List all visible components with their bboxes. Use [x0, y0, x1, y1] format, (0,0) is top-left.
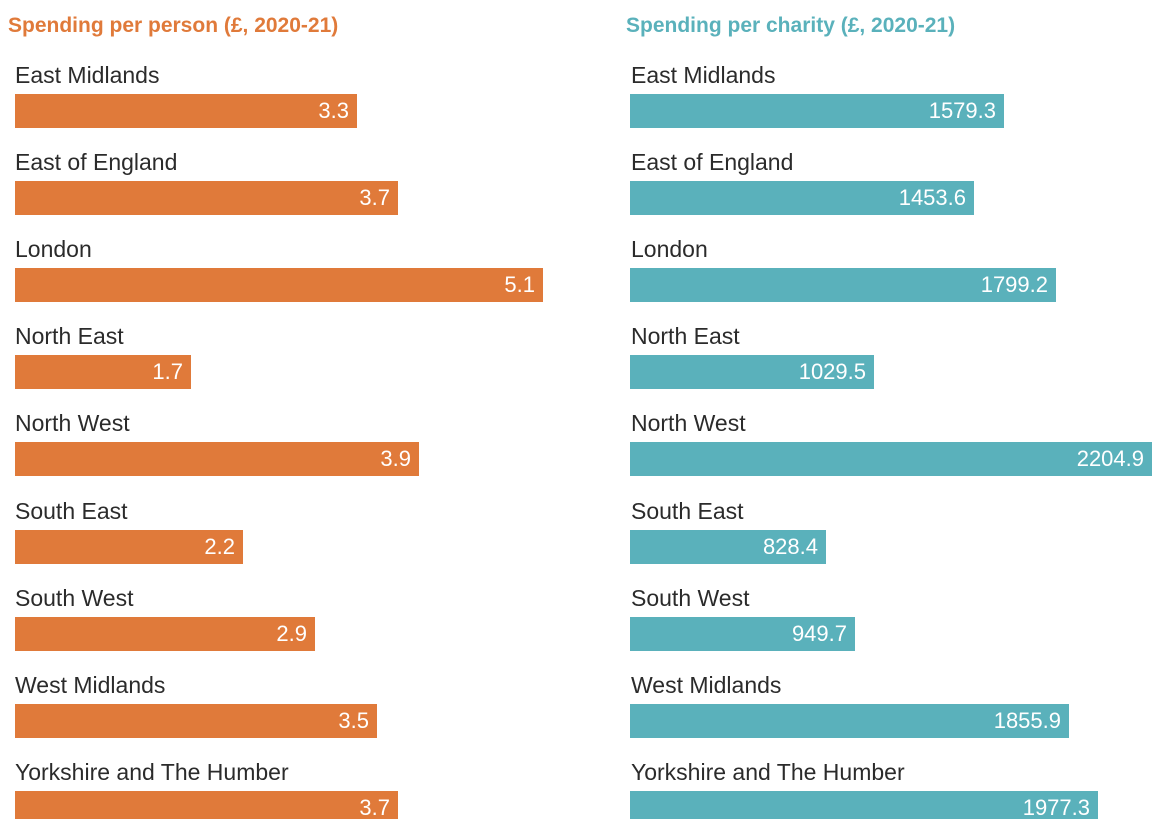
- value-label: 1029.5: [798, 359, 866, 384]
- bar: [15, 181, 398, 215]
- category-label: East of England: [15, 149, 178, 175]
- bar: [630, 268, 1056, 302]
- value-label: 3.3: [318, 98, 349, 123]
- value-label: 3.7: [359, 185, 390, 210]
- bar: [630, 442, 1152, 476]
- category-label: Yorkshire and The Humber: [631, 759, 905, 785]
- bar: [15, 268, 543, 302]
- value-label: 3.7: [359, 795, 390, 819]
- category-label: South East: [15, 498, 128, 524]
- chart-spending-per-charity: Spending per charity (£, 2020-21) East M…: [616, 0, 1152, 819]
- bar: [15, 530, 243, 564]
- value-label: 949.7: [791, 621, 847, 646]
- category-label: East Midlands: [631, 62, 776, 88]
- value-label: 5.1: [504, 272, 535, 297]
- bar: [630, 530, 826, 564]
- bar: [630, 704, 1069, 738]
- value-label: 1855.9: [993, 708, 1061, 733]
- category-label: North West: [15, 410, 130, 436]
- value-label: 2.2: [204, 534, 235, 559]
- bar: [630, 617, 855, 651]
- category-label: London: [631, 236, 708, 262]
- value-label: 828.4: [762, 534, 818, 559]
- category-label: East of England: [631, 149, 794, 175]
- category-label: Yorkshire and The Humber: [15, 759, 289, 785]
- bar: [15, 704, 377, 738]
- value-label: 1.7: [152, 359, 183, 384]
- value-label: 3.9: [380, 446, 411, 471]
- category-label: London: [15, 236, 92, 262]
- value-label: 2204.9: [1076, 446, 1144, 471]
- bar: [630, 181, 974, 215]
- category-label: West Midlands: [631, 672, 782, 698]
- chart-spending-per-person: Spending per person (£, 2020-21) East Mi…: [8, 14, 543, 819]
- bar: [15, 94, 357, 128]
- bar: [630, 94, 1004, 128]
- category-label: South West: [631, 585, 750, 611]
- bar: [15, 442, 419, 476]
- bar: [15, 617, 315, 651]
- chart-title: Spending per person (£, 2020-21): [8, 14, 339, 37]
- category-label: North East: [15, 323, 124, 349]
- category-label: North West: [631, 410, 746, 436]
- value-label: 1579.3: [928, 98, 996, 123]
- category-label: West Midlands: [15, 672, 166, 698]
- bar: [15, 355, 191, 389]
- value-label: 1977.3: [1022, 795, 1090, 819]
- value-label: 2.9: [276, 621, 307, 646]
- bar: [630, 355, 874, 389]
- category-label: South East: [631, 498, 744, 524]
- value-label: 3.5: [338, 708, 369, 733]
- value-label: 1453.6: [898, 185, 966, 210]
- bar: [15, 791, 398, 819]
- category-label: East Midlands: [15, 62, 160, 88]
- bar: [630, 791, 1098, 819]
- category-label: South West: [15, 585, 134, 611]
- category-label: North East: [631, 323, 740, 349]
- chart-title: Spending per charity (£, 2020-21): [626, 14, 956, 37]
- value-label: 1799.2: [980, 272, 1048, 297]
